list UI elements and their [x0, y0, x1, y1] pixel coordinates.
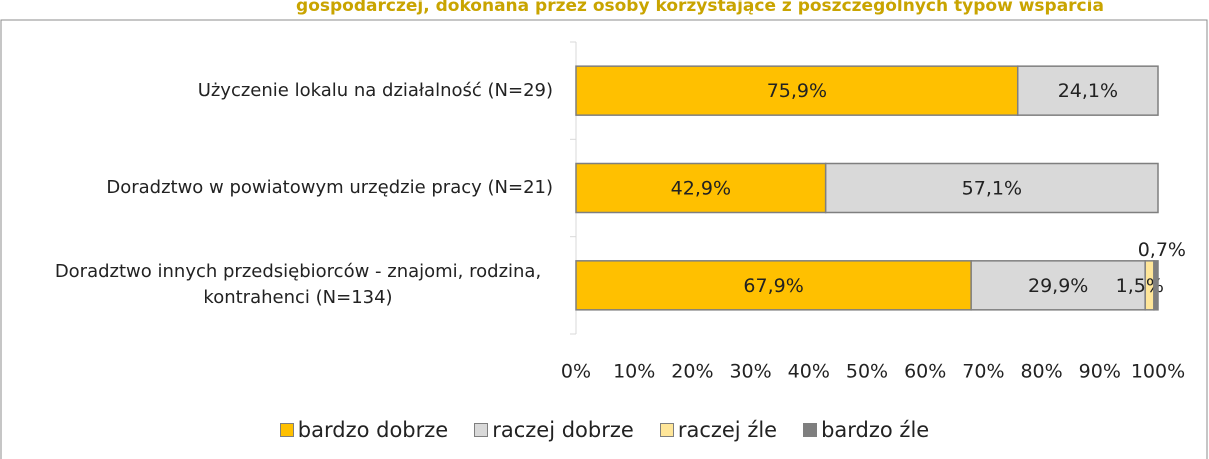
x-tick-label: 50% — [846, 361, 888, 383]
x-tick-label: 40% — [788, 361, 830, 383]
legend-item: bardzo dobrze — [279, 418, 449, 442]
bar-segment — [970, 260, 1146, 311]
legend-label: raczej dobrze — [492, 418, 634, 442]
category-label: Doradztwo innych przedsiębiorców - znajo… — [43, 255, 553, 315]
category-label: Doradztwo w powiatowym urzędzie pracy (N… — [106, 158, 553, 218]
legend-item: bardzo źle — [803, 418, 929, 442]
x-tick-label: 80% — [1020, 361, 1062, 383]
legend-swatch — [659, 423, 674, 437]
value-label: 57,1% — [962, 178, 1022, 200]
legend-item: raczej dobrze — [474, 418, 634, 442]
value-label: 1,5% — [1116, 275, 1164, 297]
x-tick-label: 10% — [613, 361, 655, 383]
x-tick-label: 20% — [671, 361, 713, 383]
category-text: Doradztwo w powiatowym urzędzie pracy (N… — [106, 177, 553, 198]
category-label: Użyczenie lokalu na działalność (N=29) — [198, 61, 553, 121]
bar-segment — [824, 162, 1159, 214]
value-label: 24,1% — [1058, 80, 1118, 102]
value-label: 67,9% — [743, 275, 803, 297]
chart-title: gospodarczej, dokonana przez osoby korzy… — [296, 0, 1104, 16]
legend-swatch — [474, 423, 489, 437]
category-text: Doradztwo innych przedsiębiorców - znajo… — [54, 261, 542, 309]
value-label: 42,9% — [671, 178, 731, 200]
x-tick-label: 60% — [904, 361, 946, 383]
legend: bardzo dobrze raczej dobrze raczej źle bard… — [0, 418, 1209, 442]
bar-segment — [1016, 65, 1159, 116]
value-label: 0,7% — [1138, 239, 1186, 261]
bar-segment — [575, 260, 972, 311]
legend-label: bardzo dobrze — [297, 418, 449, 442]
bar-segment — [1153, 260, 1159, 311]
value-label: 75,9% — [767, 80, 827, 102]
x-tick-label: 90% — [1079, 361, 1121, 383]
category-text: Użyczenie lokalu na działalność (N=29) — [197, 79, 553, 101]
x-tick-label: 100% — [1131, 361, 1185, 383]
x-tick-label: 0% — [561, 361, 591, 383]
legend-swatch — [279, 423, 294, 437]
x-tick-label: 30% — [729, 361, 771, 383]
legend-item: raczej źle — [659, 418, 778, 442]
legend-swatch — [803, 423, 818, 437]
legend-label: raczej źle — [677, 418, 778, 442]
bar-segment — [575, 65, 1019, 116]
value-label: 29,9% — [1028, 275, 1088, 297]
legend-label: bardzo źle — [821, 418, 930, 442]
chart-border — [0, 19, 1208, 459]
x-tick-label: 70% — [962, 361, 1004, 383]
